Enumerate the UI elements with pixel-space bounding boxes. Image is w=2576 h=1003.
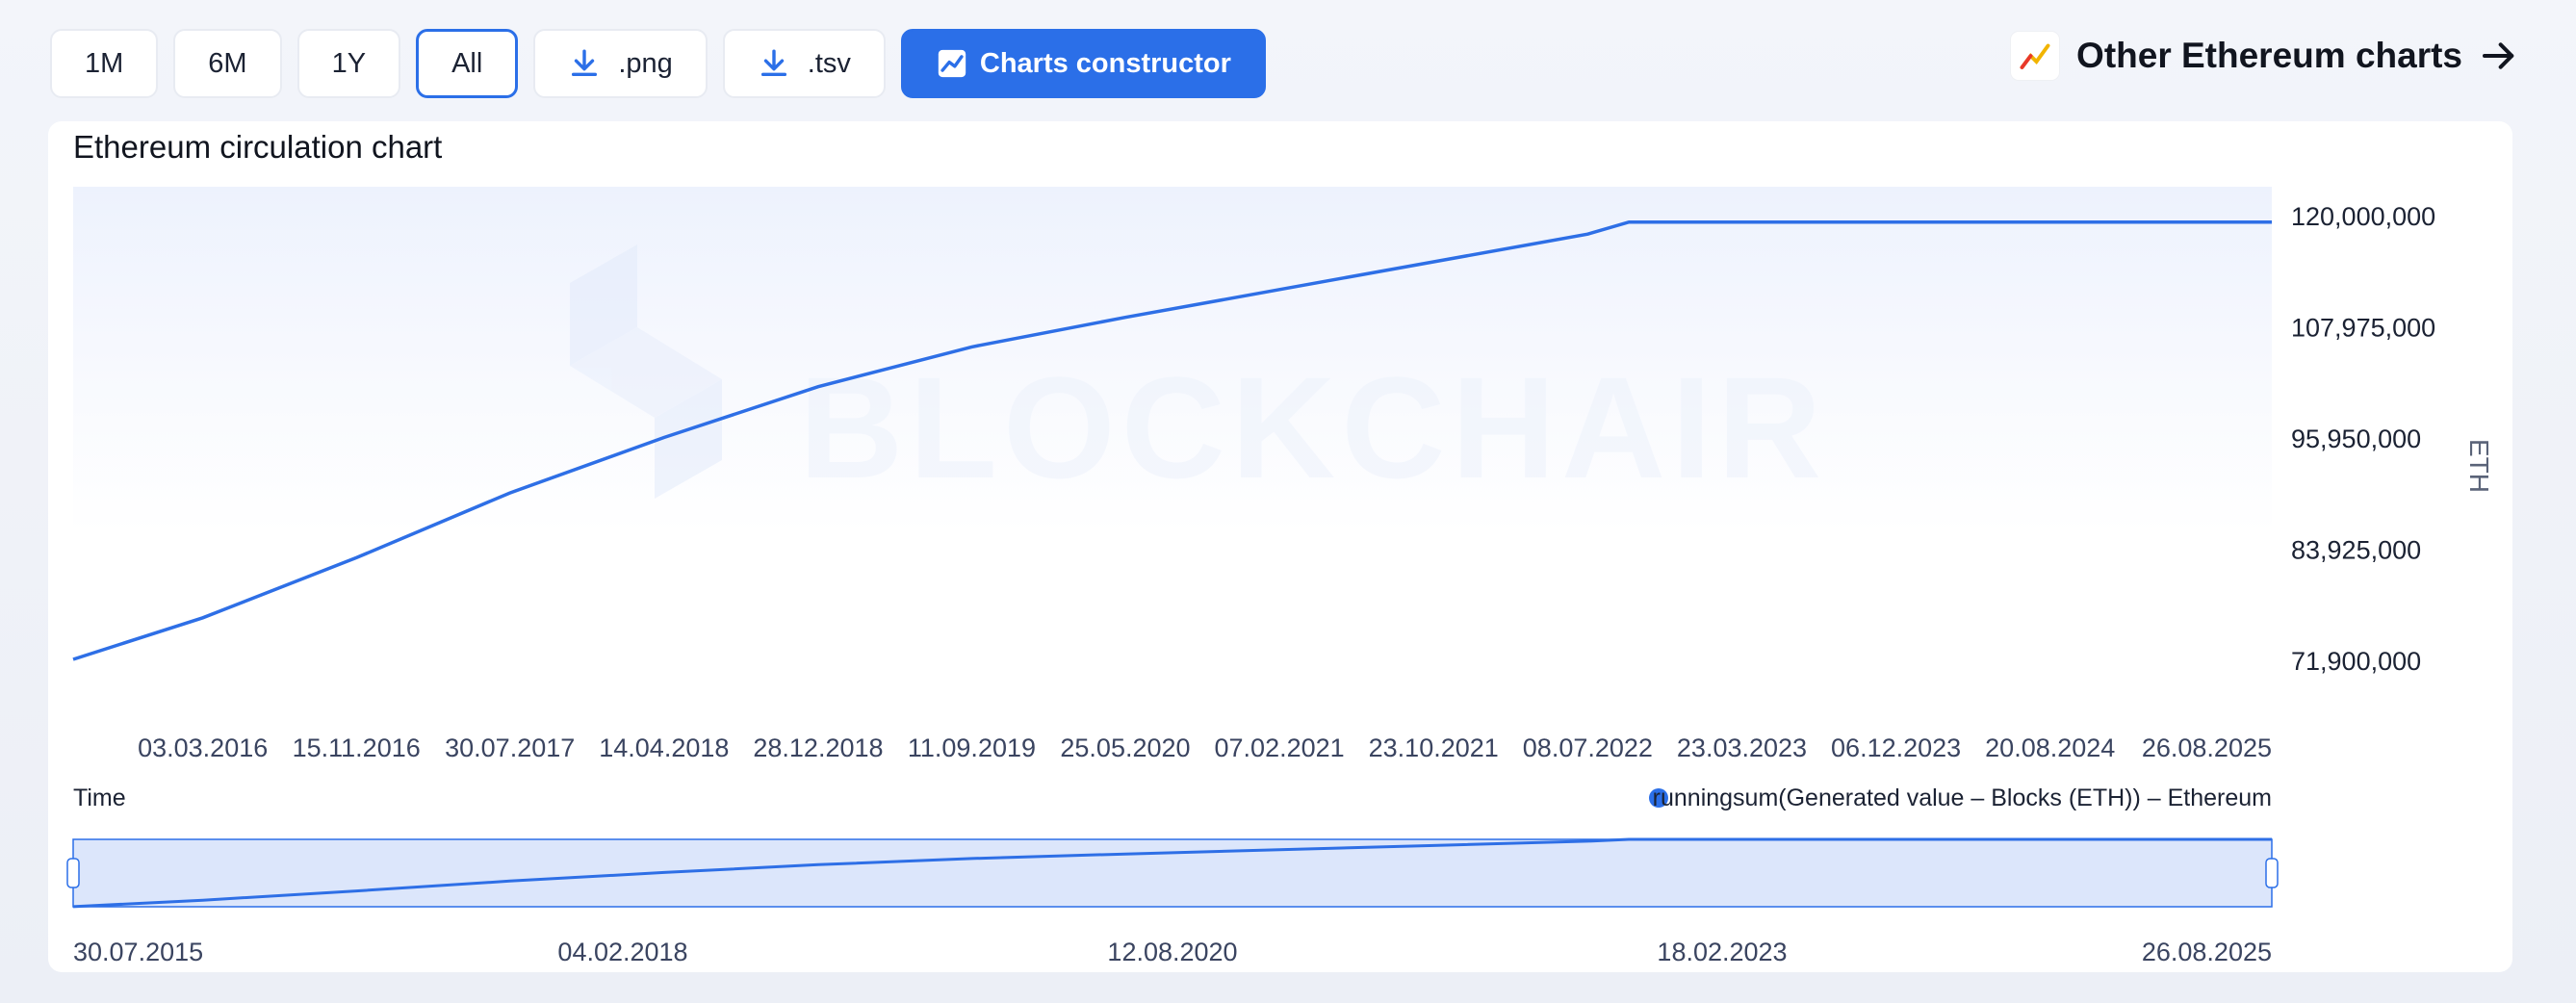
download-png-label: .png <box>618 47 673 79</box>
chart-icon <box>938 49 966 78</box>
download-tsv-button[interactable]: .tsv <box>722 29 886 98</box>
navigator-left-handle[interactable] <box>66 858 80 888</box>
plot-background <box>73 187 2272 533</box>
download-icon <box>572 49 598 77</box>
x-tick-label: 07.02.2021 <box>1215 733 1345 762</box>
x-tick-label: 23.03.2023 <box>1677 733 1807 762</box>
x-tick-label: 28.12.2018 <box>753 733 883 762</box>
x-axis-label: Time <box>73 784 126 811</box>
x-tick-label: 08.07.2022 <box>1523 733 1653 762</box>
navigator-right-handle[interactable] <box>2265 858 2279 888</box>
navigator-tick-label: 12.08.2020 <box>1107 938 1237 966</box>
watermark-text: BLOCKCHAIR <box>799 347 1827 508</box>
navigator[interactable]: 30.07.2015 04.02.2018 12.08.2020 18.02.2023… <box>66 837 2279 966</box>
y-tick-label: 83,925,000 <box>2291 536 2421 565</box>
charts-constructor-button[interactable]: Charts constructor <box>900 29 1266 98</box>
y-tick-label: 107,975,000 <box>2291 314 2435 343</box>
range-1m-button[interactable]: 1M <box>50 29 159 98</box>
y-tick-label: 120,000,000 <box>2291 202 2435 231</box>
x-tick-label: 23.10.2021 <box>1369 733 1499 762</box>
navigator-window[interactable] <box>72 838 2273 908</box>
watermark: BLOCKCHAIR <box>570 244 1827 508</box>
arrow-right-icon <box>2483 42 2514 69</box>
download-icon <box>760 49 786 77</box>
x-tick-label: 11.09.2019 <box>908 733 1036 762</box>
download-png-button[interactable]: .png <box>533 29 708 98</box>
range-6m-button[interactable]: 6M <box>173 29 282 98</box>
chart-card: Ethereum circulation chart BLOCKCHAIR 71… <box>48 121 2512 972</box>
legend[interactable]: runningsum(Generated value – Blocks (ETH… <box>1649 784 2272 811</box>
x-tick-label: 25.05.2020 <box>1060 733 1190 762</box>
other-charts-label: Other Ethereum charts <box>2076 36 2462 75</box>
y-axis-label: ETH <box>2464 439 2494 493</box>
x-tick-label: 15.11.2016 <box>293 733 421 762</box>
x-tick-label: 06.12.2023 <box>1831 733 1961 762</box>
chart-svg: BLOCKCHAIR 71,900,000 83,925,000 95,950,00… <box>66 187 2494 966</box>
legend-label: runningsum(Generated value – Blocks (ETH… <box>1653 784 2272 811</box>
navigator-tick-label: 26.08.2025 <box>2142 938 2272 966</box>
x-tick-label: 30.07.2017 <box>445 733 575 762</box>
charts-constructor-label: Charts constructor <box>979 47 1231 79</box>
range-all-button[interactable]: All <box>416 29 519 98</box>
y-tick-label: 95,950,000 <box>2291 424 2421 453</box>
other-charts-link[interactable]: Other Ethereum charts <box>2011 29 2518 83</box>
x-tick-label: 03.03.2016 <box>138 733 268 762</box>
series-line <box>72 219 2272 661</box>
chart-title: Ethereum circulation chart <box>73 129 443 165</box>
x-tick-label: 26.08.2025 <box>2142 733 2272 762</box>
legend-marker <box>1649 788 1668 808</box>
toolbar: 1M 6M 1Y All .png .tsv Charts constructo… <box>50 29 1266 102</box>
navigator-tick-label: 04.02.2018 <box>557 938 687 966</box>
trend-icon <box>2011 32 2060 80</box>
x-tick-label: 20.08.2024 <box>1985 733 2115 762</box>
navigator-tick-label: 18.02.2023 <box>1657 938 1787 966</box>
navigator-tick-label: 30.07.2015 <box>73 938 203 966</box>
range-1y-button[interactable]: 1Y <box>296 29 401 98</box>
download-tsv-label: .tsv <box>807 47 851 79</box>
y-tick-label: 71,900,000 <box>2291 647 2421 676</box>
x-tick-label: 14.04.2018 <box>599 733 729 762</box>
navigator-line <box>72 837 2272 909</box>
